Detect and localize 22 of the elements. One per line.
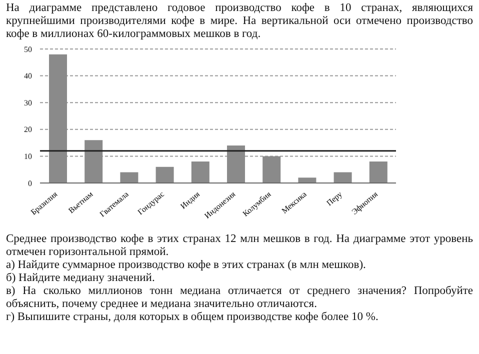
y-tick-label: 30 xyxy=(24,98,32,108)
chart-title: На диаграмме представлено годовое производство кофе в 10 странах, являющихся крупнейшими производителями кофе в мире. На вертикальной оси отмечено производство кофе в миллионах 60-килограммовых мешков в год. xyxy=(6,2,473,41)
y-tick-label: 50 xyxy=(24,44,32,54)
text: б) Найдите медиану значений. xyxy=(6,272,156,285)
bar xyxy=(120,172,138,183)
text: Среднее производство кофе в этих странах 12 млн мешков в год. На диаграмме этот уровень отмечен горизонтальной прямой. xyxy=(6,233,473,259)
text: г) Выпишите страны, доля которых в общем производстве кофе более 10 %. xyxy=(6,311,380,324)
bar xyxy=(84,140,103,183)
y-tick-label: 0 xyxy=(28,178,32,188)
y-tick-label: 20 xyxy=(24,125,32,134)
y-tick-label: 10 xyxy=(24,152,32,162)
bar xyxy=(49,54,67,183)
y-tick-label: 40 xyxy=(24,72,32,81)
text: а) Найдите суммарное производство кофе в этих странах (в млн мешков). xyxy=(6,259,367,272)
bar xyxy=(191,162,210,183)
bar xyxy=(298,178,316,183)
text: в) На сколько миллионов тонн медиана отличается от среднего значения? Попробуйте объяснить, почему среднее и медиана значительно отличаются. xyxy=(6,285,473,311)
bar xyxy=(156,166,174,183)
bar xyxy=(262,156,281,183)
bar xyxy=(369,162,388,183)
bar xyxy=(227,145,245,183)
bar xyxy=(334,172,352,183)
